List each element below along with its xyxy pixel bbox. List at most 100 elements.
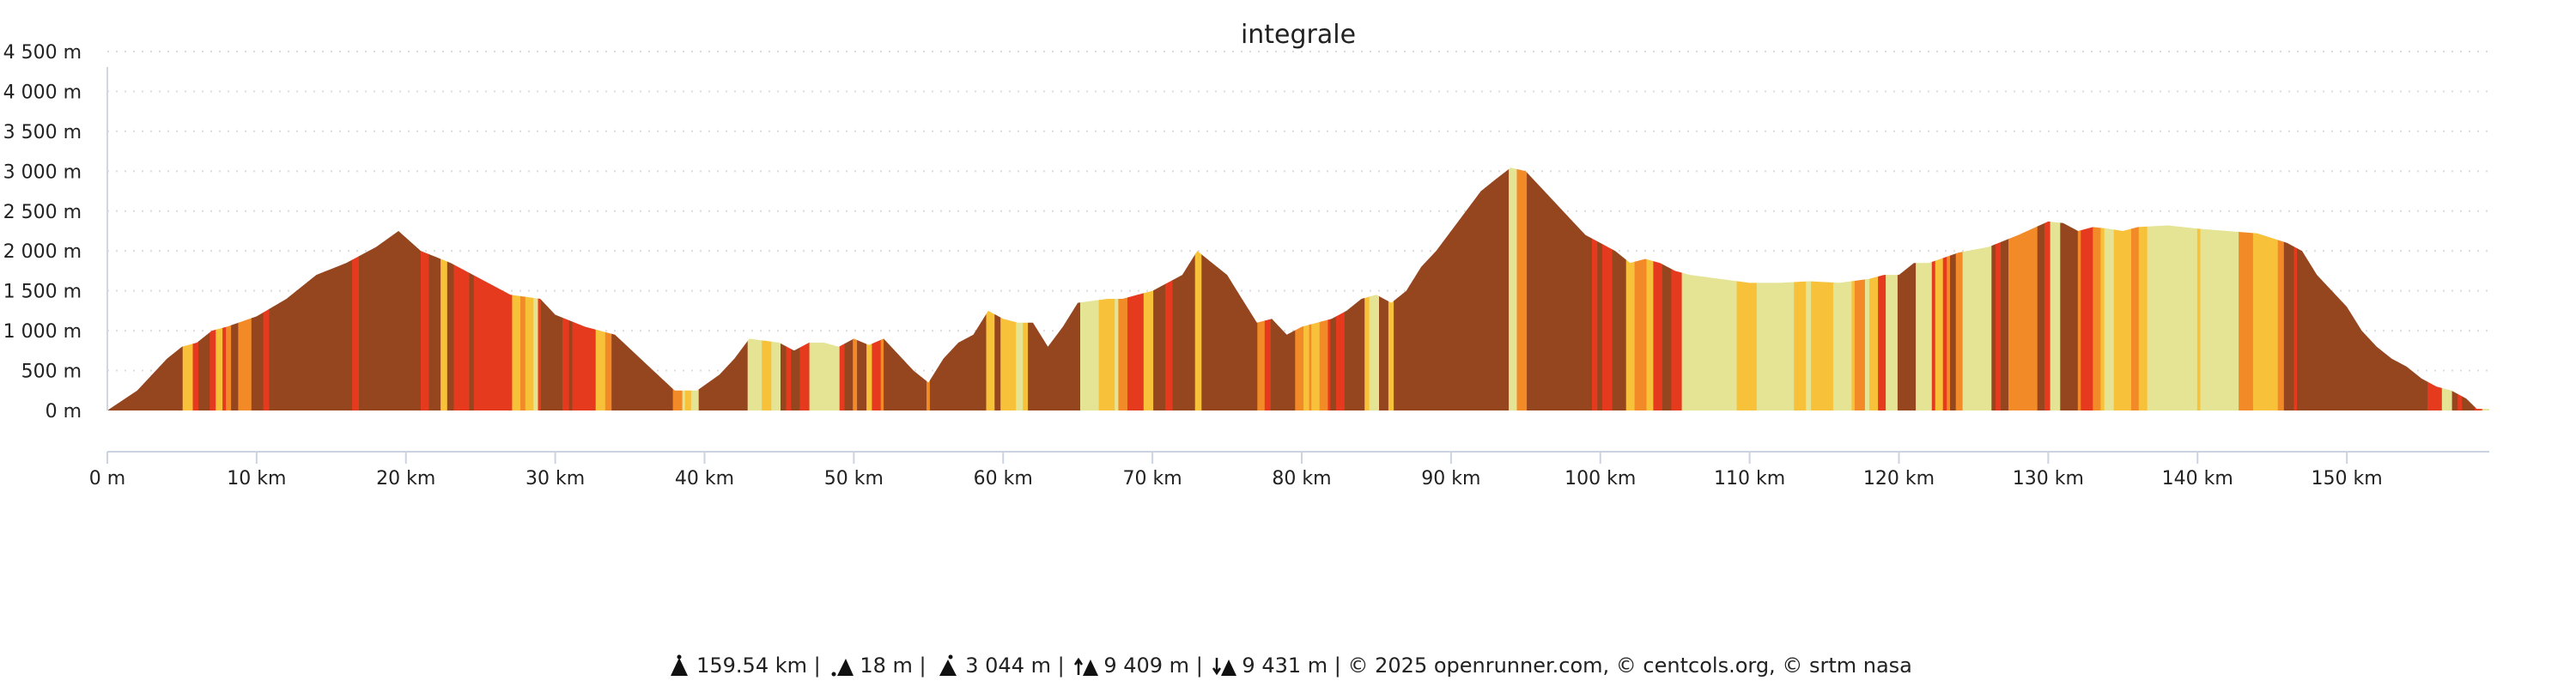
slope-segment [1066,167,1075,410]
route-stats: 159.54 km | 18 m | 3 044 m | 9 409 m | 9… [0,653,2576,678]
slope-segment [793,167,800,410]
slope-segment [1612,167,1618,410]
slope-segment [1503,167,1507,410]
slope-segment [844,167,854,410]
slope-segment [1886,167,1890,410]
slope-segment [359,167,365,410]
slope-segment [544,167,549,410]
slope-segment [1459,167,1463,410]
slope-segment [1734,167,1738,410]
slope-segment [1900,167,1911,410]
slope-segment [333,167,344,410]
slope-segment [1016,167,1021,410]
slope-segment [1950,167,1957,410]
slope-segment [301,167,308,410]
elevation-area [107,167,2489,410]
slope-segment [289,167,296,410]
slope-segment [1404,167,1410,410]
x-tick-label: 20 km [376,468,435,489]
slope-segment [363,167,368,410]
slope-segment [259,167,264,410]
slope-segment [436,167,441,410]
slope-segment [2389,167,2398,410]
slope-segment [820,167,824,410]
slope-segment [2130,167,2140,410]
slope-segment [2189,167,2198,410]
slope-segment [271,167,281,410]
slope-segment [1217,167,1223,410]
slope-segment [2342,167,2351,410]
slope-segment [409,167,419,410]
slope-segment [2154,167,2166,410]
slope-segment [1249,167,1258,410]
slope-segment [781,167,787,410]
slope-segment [955,167,965,410]
slope-segment [2400,167,2409,410]
slope-segment [2200,167,2211,410]
slope-segment [732,167,737,410]
slope-segment [1978,167,1985,410]
slope-segment [1409,167,1413,410]
slope-segment [725,167,729,410]
slope-segment [1832,167,1842,410]
slope-segment [666,167,674,410]
slope-segment [929,167,941,410]
slope-segment [1991,167,1996,410]
slope-segment [1449,167,1460,410]
slope-segment [2424,167,2428,410]
slope-segment [2032,167,2038,410]
slope-segment [872,167,882,410]
slope-segment [1679,167,1683,410]
slope-segment [963,167,971,410]
slope-segment [1506,167,1510,410]
slope-segment [1182,167,1187,410]
slope-segment [2081,167,2087,410]
slope-segment [493,167,501,410]
slope-segment [216,167,223,410]
slope-segment [380,167,383,410]
slope-segment [580,167,591,410]
slope-segment [1744,167,1748,410]
slope-segment [1634,167,1641,410]
slope-segment [1625,167,1636,410]
slope-segment [1364,167,1370,410]
slope-segment [352,167,360,410]
slope-segment [945,167,952,410]
min-altitude-icon [831,659,854,677]
slope-segment [392,167,399,410]
slope-segment [1971,167,1977,410]
x-tick-label: 0 m [89,468,125,489]
slope-segment [1740,167,1746,410]
slope-segment [1424,167,1427,410]
slope-segment [981,167,987,410]
slope-segment [620,167,628,410]
x-tick-label: 70 km [1123,468,1182,489]
slope-segment [1561,167,1572,410]
slope-segment [672,167,683,410]
slope-segment [1841,167,1852,410]
slope-segment [894,167,899,410]
slope-segment [1709,167,1714,410]
slope-segment [1145,167,1154,410]
slope-segment [137,167,146,410]
slope-segment [1662,167,1672,410]
y-tick-label: 0 m [46,401,82,423]
slope-segment [1984,167,1992,410]
slope-segment [1049,167,1057,410]
slope-segment [1851,167,1856,410]
slope-segment [1426,167,1435,410]
slope-segment [747,167,757,410]
slope-segment [2008,167,2014,410]
slope-segment [2180,167,2190,410]
slope-segment [2337,167,2344,410]
slope-segment [2239,167,2245,410]
elevation-loss-icon [1212,658,1237,676]
slope-segment [2283,167,2295,410]
slope-segment [1006,167,1017,410]
slope-segment [2053,167,2061,410]
slope-segment [898,167,904,410]
slope-segment [2301,167,2309,410]
slope-segment [786,167,792,410]
slope-segment [398,167,406,410]
slope-segment [1088,167,1097,410]
